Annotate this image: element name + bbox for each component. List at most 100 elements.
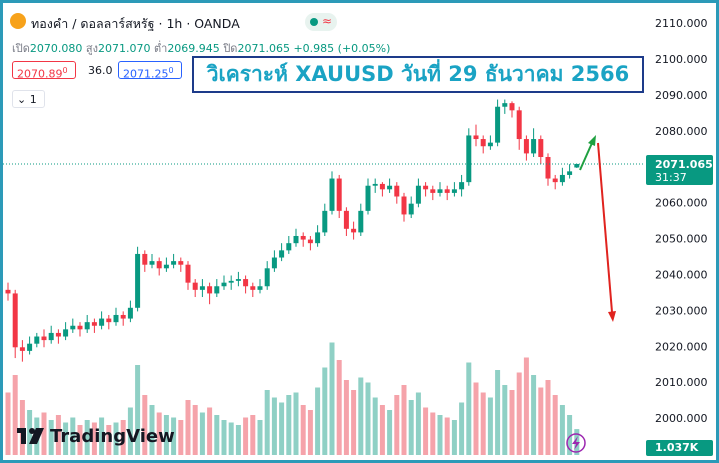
y-tick-label: 2110.000: [655, 17, 708, 30]
volume-bar: [379, 405, 385, 455]
y-tick-label: 2010.000: [655, 376, 708, 389]
buy-price: 2071.25: [123, 67, 169, 81]
candle-body: [531, 139, 537, 154]
volume-bar: [142, 395, 148, 455]
price-tag: [646, 154, 713, 185]
volume-bar: [113, 422, 119, 455]
volume-bar: [466, 362, 472, 455]
high-value: 2071.070: [97, 42, 151, 55]
open-label: เปิด: [12, 42, 30, 55]
volume-bar: [430, 412, 436, 455]
candle-body: [228, 280, 234, 283]
volume-bar: [55, 415, 61, 455]
candle-body: [5, 289, 11, 294]
logo-shape: [29, 428, 44, 444]
volume-bar: [228, 422, 234, 455]
candle-body: [401, 196, 407, 215]
candle-body: [156, 261, 162, 269]
candle-body: [77, 325, 83, 330]
y-tick-label: 2030.000: [655, 304, 708, 317]
candle-body: [271, 257, 277, 269]
candle-body: [34, 336, 40, 344]
annotation-title: วิเคราะห์ XAUUSD วันที่ 29 ธันวาคม 2566: [206, 58, 630, 86]
volume-bar: [63, 422, 69, 455]
status-dot: [310, 18, 318, 26]
volume-bar: [77, 425, 83, 455]
green-arrow: [579, 142, 593, 171]
volume-bar: [459, 402, 465, 455]
buy-button[interactable]: 2071.250: [118, 61, 182, 81]
tv-logo: TradingView: [17, 426, 175, 447]
status-pill[interactable]: [305, 13, 337, 31]
candle-body: [84, 322, 90, 330]
sell-price: 2070.89: [17, 67, 63, 81]
y-tick-label: 2020.000: [655, 340, 708, 353]
candle-body: [300, 235, 306, 240]
volume-bar: [221, 420, 227, 455]
candle-body: [55, 332, 61, 337]
red-arrow: [597, 142, 613, 313]
y-tick-label: 2000.000: [655, 412, 708, 425]
candle-body: [199, 286, 205, 290]
volume-bar: [156, 412, 162, 455]
volume-bar: [329, 342, 335, 455]
candle-body: [430, 189, 436, 193]
volume-bar: [336, 360, 342, 455]
countdown: 31:37: [655, 171, 687, 184]
lightning-button[interactable]: [566, 433, 586, 453]
open-value: 2070.080: [29, 42, 83, 55]
volume-bar: [487, 397, 493, 455]
logo-shape: [29, 428, 35, 434]
candle-body: [221, 282, 227, 287]
candle-body: [70, 325, 76, 330]
volume-bar: [106, 425, 112, 455]
candle-body: [372, 183, 378, 186]
volume-bar: [372, 397, 378, 455]
volume-bar: [415, 392, 421, 455]
volume-bar: [315, 387, 321, 455]
volume-bar: [387, 410, 393, 455]
volume-bar: [243, 417, 249, 455]
candle-body: [264, 268, 270, 287]
candle-body: [207, 286, 213, 294]
volume-bar: [207, 407, 213, 455]
candle-body: [516, 110, 522, 140]
volume-bar: [408, 400, 414, 455]
volume-bar: [358, 377, 364, 455]
volume-bar: [322, 367, 328, 455]
volume-bar: [480, 392, 486, 455]
collapse-button[interactable]: ⌄ 1: [12, 90, 45, 108]
symbol-icon: [10, 13, 26, 29]
sell-button[interactable]: 2070.890: [12, 61, 76, 81]
volume-bar: [235, 425, 241, 455]
candle-body: [235, 279, 241, 281]
volume-bar: [91, 422, 97, 455]
volume-bar: [41, 412, 47, 455]
candle-body: [523, 139, 529, 154]
candle-body: [379, 183, 385, 190]
volume-bar: [307, 410, 313, 455]
symbol-title[interactable]: ทองคำ / ดอลลาร์สหรัฐ · 1h · OANDA: [31, 16, 240, 31]
candle-body: [163, 264, 169, 269]
close-label: ปิด: [223, 42, 238, 55]
candle-body: [127, 307, 133, 319]
candle-body: [286, 243, 292, 251]
candle-body: [250, 286, 256, 290]
candle-body: [41, 336, 47, 341]
candle-body: [343, 210, 349, 229]
candle-body: [293, 235, 299, 244]
candle-body: [574, 163, 580, 168]
candle-body: [451, 189, 457, 193]
volume-bar: [343, 380, 349, 455]
volume-bar: [365, 382, 371, 455]
volume-bar: [509, 390, 515, 455]
volume-tag-label: 1.037K: [655, 441, 699, 454]
volume-tag: [646, 440, 713, 456]
volume-bar: [99, 417, 105, 455]
candle-body: [48, 332, 54, 341]
y-tick-label: 2100.000: [655, 53, 708, 66]
volume-bar: [401, 385, 407, 455]
candle-body: [315, 232, 321, 244]
candle-body: [307, 239, 313, 244]
candle-body: [329, 178, 335, 211]
